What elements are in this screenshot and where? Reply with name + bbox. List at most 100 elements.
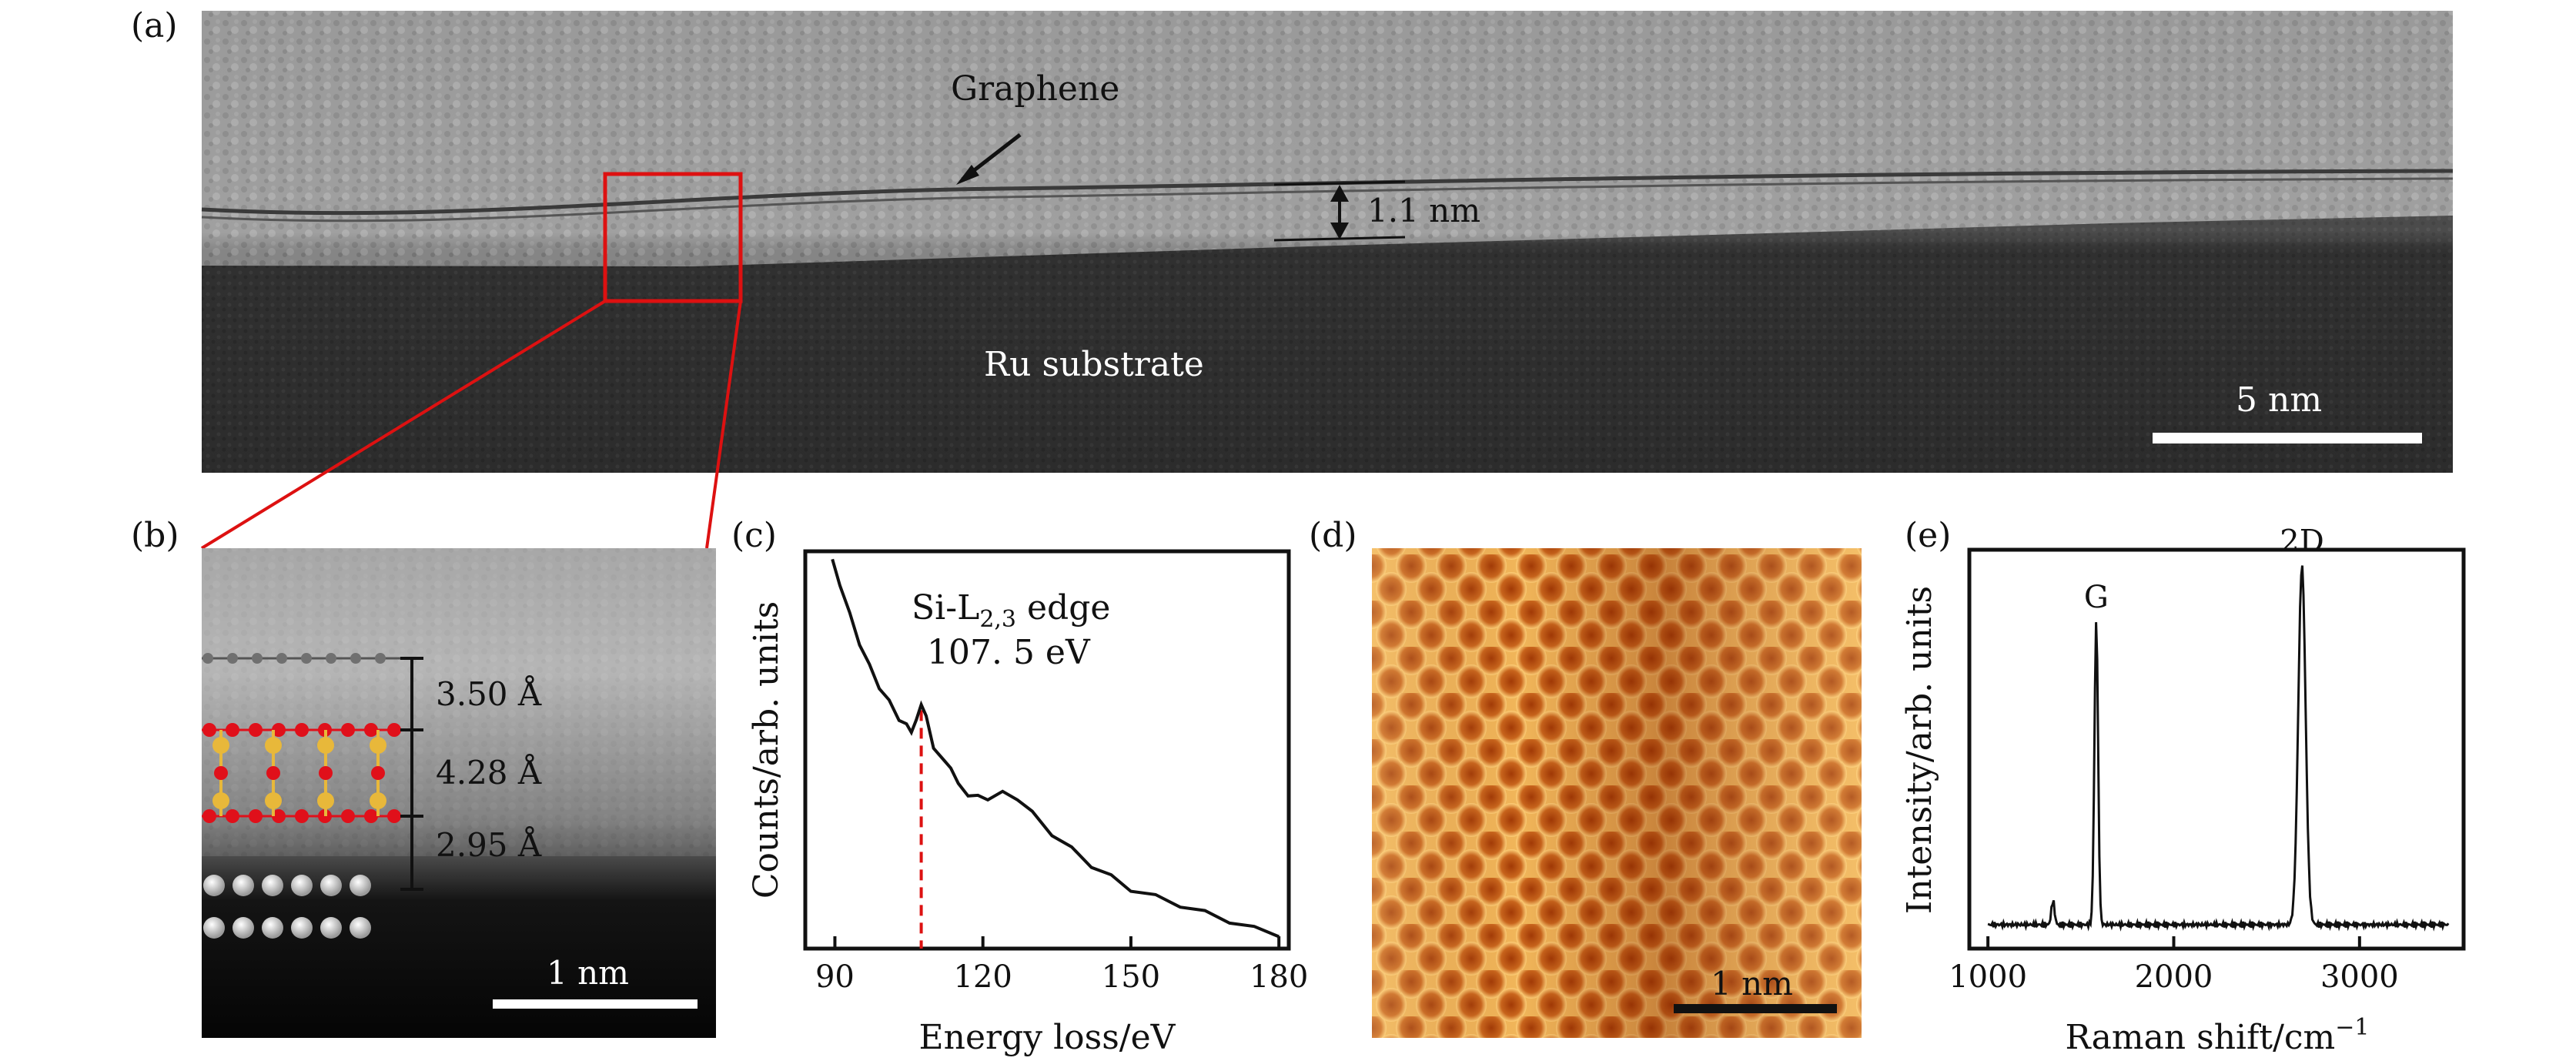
oxygen-atom xyxy=(226,809,239,823)
carbon-atom xyxy=(227,653,238,664)
panel-c-label: (c) xyxy=(731,516,777,555)
x-tick-label: 150 xyxy=(1102,959,1160,995)
silicon-atom xyxy=(265,792,282,809)
panel-b-label: (b) xyxy=(131,516,179,555)
carbon-atom xyxy=(202,653,213,664)
silicon-atom xyxy=(370,737,386,754)
edge-energy-annotation: 107. 5 eV xyxy=(927,633,1091,672)
x-ticks-c: 90 120 150 180 xyxy=(815,936,1308,995)
panel-d-label: (d) xyxy=(1309,516,1357,555)
graphene-layer-line xyxy=(201,169,2454,216)
panel-c: (c) 90 120 150 180 Si-L2,3 edge 107. 5 eV E… xyxy=(731,516,1308,1057)
oxygen-atom xyxy=(295,809,309,823)
oxygen-atom xyxy=(214,766,228,780)
oxygen-atom xyxy=(226,723,239,737)
silicon-atom xyxy=(212,737,229,754)
scale-label-b: 1 nm xyxy=(547,954,629,992)
x-tick-label: 3000 xyxy=(2320,959,2399,995)
oxygen-atom xyxy=(341,723,355,737)
oxygen-atom xyxy=(202,809,216,823)
x-tick-label: 180 xyxy=(1250,959,1308,995)
carbon-atom xyxy=(252,653,263,664)
ru-atom-layers xyxy=(203,875,371,939)
oxygen-atom xyxy=(387,809,401,823)
carbon-atom xyxy=(375,653,386,664)
plot-frame-e xyxy=(1967,547,2466,951)
silicon-atom xyxy=(212,792,229,809)
panel-b: (b) 3.50 Å 4.28 Å 2.95 Å 1 nm xyxy=(131,516,716,1038)
carbon-atom xyxy=(350,653,361,664)
silicon-atom xyxy=(317,737,334,754)
oxygen-atom xyxy=(341,809,355,823)
y-axis-label-c: Counts/arb. units xyxy=(747,601,786,899)
scale-bar-b xyxy=(493,999,698,1009)
edge-annotation: Si-L2,3 edge xyxy=(912,588,1110,633)
oxygen-atom xyxy=(364,723,378,737)
x-tick-label: 90 xyxy=(815,959,855,995)
graphene-label: Graphene xyxy=(951,69,1119,109)
oxygen-atom xyxy=(249,723,263,737)
zoom-box xyxy=(603,172,743,303)
x-tick-label: 2000 xyxy=(2135,959,2213,995)
panel-e-label: (e) xyxy=(1905,516,1951,555)
carbon-atom xyxy=(301,653,312,664)
spacing-markers: 3.50 Å 4.28 Å 2.95 Å xyxy=(400,657,542,891)
oxygen-atom xyxy=(295,723,309,737)
ru-atom xyxy=(203,917,225,939)
oxygen-atom xyxy=(371,766,385,780)
y-axis-label-e: Intensity/arb. units xyxy=(1900,586,1939,914)
oxygen-atom xyxy=(272,809,286,823)
scale-bar-a xyxy=(2153,433,2422,443)
panel-d: (d) 1 nm xyxy=(1309,516,1862,1038)
ru-atom xyxy=(291,875,313,896)
oxygen-atom xyxy=(202,723,216,737)
peak-labels: G 2D xyxy=(2084,524,2324,616)
silica-bilayer xyxy=(202,723,401,823)
spacing-label: 2.95 Å xyxy=(436,825,542,864)
oxygen-atom xyxy=(266,766,280,780)
ru-atom xyxy=(350,917,371,939)
ru-atom xyxy=(291,917,313,939)
oxygen-atom xyxy=(249,809,263,823)
carbon-atom xyxy=(326,653,336,664)
scale-label-d: 1 nm xyxy=(1711,965,1793,1002)
panel-e: (e) 1000 2000 3000 G 2D Raman shift/cm−1 In… xyxy=(1900,516,2466,1057)
oxygen-atom xyxy=(364,809,378,823)
plot-frame-c xyxy=(803,549,1291,951)
substrate-label: Ru substrate xyxy=(984,345,1204,384)
carbon-atom xyxy=(276,653,287,664)
spacing-label: 3.50 Å xyxy=(436,674,542,713)
ru-atom xyxy=(262,875,283,896)
x-ticks-e: 1000 2000 3000 xyxy=(1949,936,2399,995)
silicon-atom xyxy=(317,792,334,809)
peak-label: 2D xyxy=(2280,524,2324,560)
silicon-atom xyxy=(370,792,386,809)
thickness-label: 1.1 nm xyxy=(1367,192,1480,229)
ru-atom xyxy=(203,875,225,896)
spacing-label: 4.28 Å xyxy=(436,753,542,792)
ru-atom xyxy=(320,917,342,939)
ru-atom xyxy=(350,875,371,896)
panel-a: (a) Graphene 1.1 nm Ru substrate 5 nm xyxy=(131,6,2454,473)
oxygen-atom xyxy=(272,723,286,737)
x-tick-label: 120 xyxy=(954,959,1012,995)
x-axis-label-e: Raman shift/cm−1 xyxy=(2065,1014,2369,1057)
oxygen-atom xyxy=(387,723,401,737)
zoom-connector-right xyxy=(705,300,742,549)
eels-spectrum-line xyxy=(831,558,1280,939)
oxygen-atom xyxy=(319,766,333,780)
scale-bar-d xyxy=(1674,1004,1837,1013)
carbon-layer xyxy=(202,653,400,664)
raman-spectrum-line xyxy=(1987,565,2450,932)
x-axis-label-c: Energy loss/eV xyxy=(919,1018,1176,1057)
zoom-connector-left xyxy=(200,300,607,550)
panel-a-label: (a) xyxy=(131,6,178,45)
ru-atom xyxy=(320,875,342,896)
scale-label-a: 5 nm xyxy=(2236,380,2322,420)
silicon-atom xyxy=(265,737,282,754)
ru-atom xyxy=(233,917,254,939)
ru-atom xyxy=(233,875,254,896)
x-tick-label: 1000 xyxy=(1949,959,2027,995)
peak-label: G xyxy=(2084,580,2109,615)
